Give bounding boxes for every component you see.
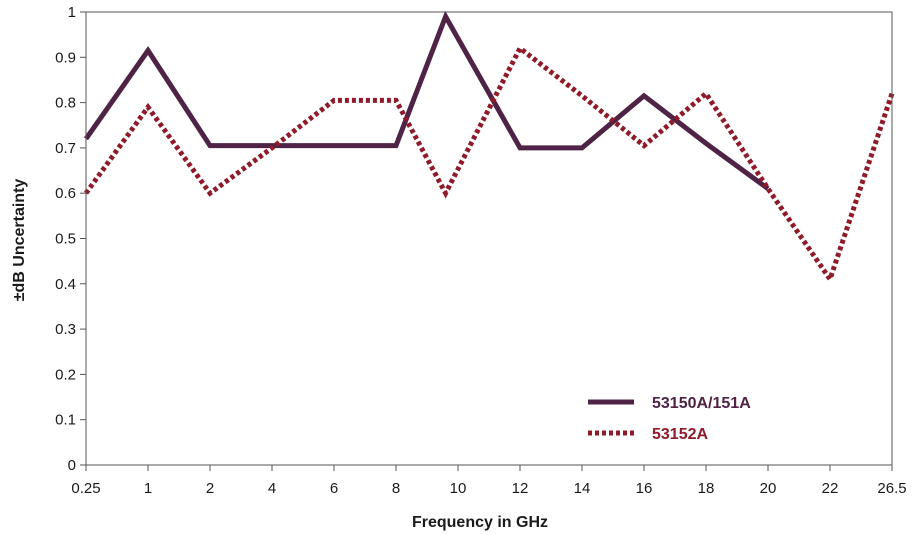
x-tick-label: 16: [636, 480, 653, 497]
x-tick-label: 0.25: [71, 480, 100, 497]
x-tick-label: 18: [698, 480, 715, 497]
series-line-1: [83, 44, 895, 285]
x-axis-title: Frequency in GHz: [412, 514, 548, 531]
x-tick-label: 20: [760, 480, 777, 497]
y-tick-label: 0.3: [55, 321, 76, 338]
series-line-0: [83, 10, 770, 191]
y-tick-label: 1: [68, 4, 76, 21]
x-tick-label: 14: [574, 480, 591, 497]
y-tick-label: 0.1: [55, 412, 76, 429]
x-tick-label: 6: [330, 480, 338, 497]
x-tick-label: 4: [268, 480, 276, 497]
y-tick-label: 0: [68, 457, 76, 474]
y-tick-label: 0.7: [55, 140, 76, 157]
x-tick-label: 22: [822, 480, 839, 497]
y-axis-title: ±dB Uncertainty: [11, 179, 28, 302]
y-tick-label: 0.4: [55, 276, 76, 293]
plot-area-frame: [85, 11, 893, 466]
legend: 53150A/151A 53152A: [588, 395, 751, 443]
legend-label-53150a: 53150A/151A: [652, 395, 751, 412]
x-tick-label: 10: [450, 480, 467, 497]
y-tick-label: 0.2: [55, 366, 76, 383]
y-tick-label: 0.8: [55, 95, 76, 112]
y-tick-label: 0.5: [55, 231, 76, 248]
x-tick-label: 2: [206, 480, 214, 497]
legend-label-53152a: 53152A: [652, 426, 708, 443]
x-tick-label: 12: [512, 480, 529, 497]
y-tick-label: 0.6: [55, 185, 76, 202]
x-tick-label: 1: [144, 480, 152, 497]
y-tick-label: 0.9: [55, 49, 76, 66]
x-axis-ticks: 0.25 1 2 4 6 8 10 12 14 16 18 20 22 26.5: [71, 465, 907, 497]
x-tick-label: 26.5: [877, 480, 906, 497]
y-axis-ticks: 0 0.1 0.2 0.3 0.4 0.5 0.6 0.7 0.8 0.9 1: [55, 4, 86, 474]
series-layer: [83, 10, 895, 285]
x-tick-label: 8: [392, 480, 400, 497]
